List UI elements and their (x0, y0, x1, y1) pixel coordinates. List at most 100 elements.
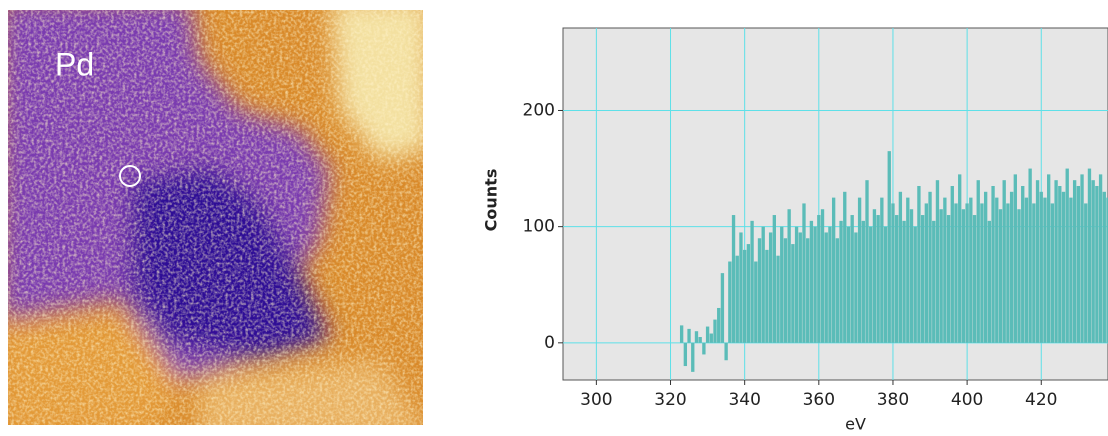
bar (1106, 197, 1108, 343)
bar (702, 342, 706, 355)
bar (835, 238, 840, 343)
bar (802, 203, 806, 343)
bar (694, 331, 699, 343)
bar (1054, 180, 1058, 343)
bar (1084, 203, 1088, 343)
bar (831, 197, 836, 343)
bar (843, 191, 847, 343)
bar (1069, 197, 1073, 343)
bar (713, 319, 717, 343)
bar (1095, 185, 1099, 343)
bar (739, 232, 743, 343)
bar (1058, 185, 1062, 343)
plot-area (562, 27, 1108, 381)
bar (798, 232, 802, 343)
bar (728, 261, 732, 343)
bar (1032, 203, 1036, 343)
bar (731, 215, 736, 343)
bar (991, 185, 995, 343)
bar (1050, 203, 1055, 343)
bar (887, 151, 891, 343)
bar (932, 220, 936, 343)
bar (820, 209, 825, 343)
bar (965, 203, 969, 343)
y-tick-label: 0 (544, 333, 555, 353)
bar (917, 185, 921, 343)
bar (909, 209, 914, 343)
y-axis-label: Counts (482, 169, 501, 232)
bar (854, 232, 858, 343)
bar (906, 197, 910, 343)
bar (1087, 168, 1092, 343)
bar (1017, 209, 1021, 343)
bar (1024, 197, 1029, 343)
bar (768, 232, 773, 343)
bar (687, 328, 691, 343)
bar (780, 226, 784, 343)
bar (924, 203, 929, 343)
bar (1039, 191, 1043, 343)
bar (761, 226, 765, 343)
bar (806, 238, 810, 343)
bar (972, 215, 977, 343)
bar (865, 180, 869, 343)
bar (1065, 168, 1069, 343)
bar (757, 238, 762, 343)
bar (850, 215, 854, 343)
bar (895, 215, 899, 343)
bar (1072, 180, 1077, 343)
bar (857, 197, 862, 343)
bar (809, 220, 814, 343)
bar (828, 226, 832, 343)
bar (846, 226, 851, 343)
bar (787, 209, 791, 343)
bar (883, 226, 888, 343)
x-tick-label: 400 (951, 390, 983, 410)
bar (939, 209, 943, 343)
bar (1076, 185, 1081, 343)
bar (754, 261, 758, 343)
bar (746, 244, 751, 343)
x-tick-label: 340 (728, 390, 760, 410)
bar (717, 307, 721, 343)
bar (961, 209, 966, 343)
x-tick-label: 320 (654, 390, 686, 410)
bar (969, 197, 973, 343)
bar (783, 238, 788, 343)
bar (765, 249, 769, 343)
bar (1009, 191, 1014, 343)
micrograph: Pd (8, 10, 423, 425)
bar (839, 220, 843, 343)
bar (898, 191, 903, 343)
bar (880, 197, 884, 343)
bar (1047, 174, 1051, 343)
bar (935, 180, 940, 343)
bar (742, 249, 747, 343)
bar (861, 220, 865, 343)
bar (750, 220, 754, 343)
bar (995, 197, 999, 343)
bar (987, 220, 992, 343)
bar (794, 226, 799, 343)
bar (1021, 185, 1025, 343)
bar (813, 226, 817, 343)
bar (913, 226, 917, 343)
bar (950, 185, 954, 343)
image-label: Pd (55, 46, 94, 82)
bar (720, 273, 725, 343)
bar (928, 191, 932, 343)
bar (946, 215, 951, 343)
bar (683, 342, 688, 367)
bar (824, 232, 828, 343)
bar (1091, 180, 1095, 343)
bar (817, 215, 821, 343)
bar (976, 180, 980, 343)
bar (724, 342, 728, 361)
bar (1098, 174, 1103, 343)
bar (891, 203, 895, 343)
bar (869, 226, 873, 343)
bar (772, 215, 776, 343)
bar (958, 174, 962, 343)
bar (1035, 180, 1040, 343)
